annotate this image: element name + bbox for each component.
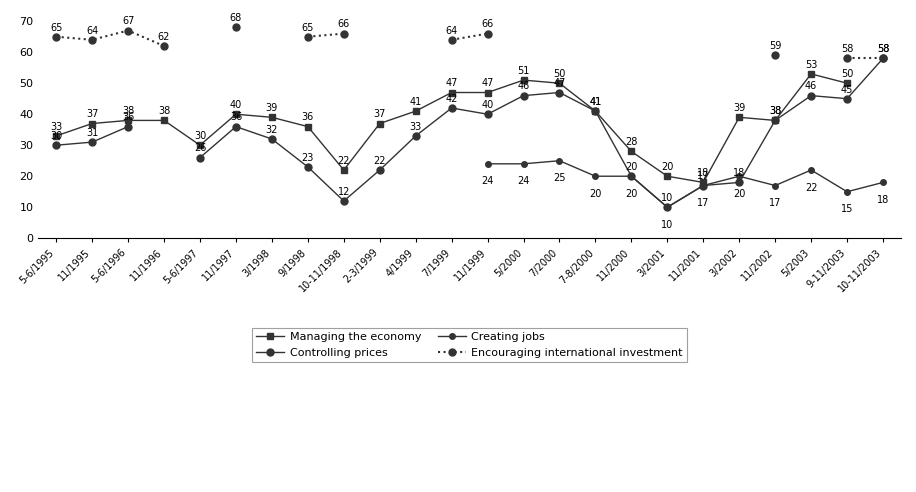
- Text: 36: 36: [230, 113, 242, 123]
- Text: 40: 40: [230, 100, 242, 110]
- Text: 38: 38: [158, 106, 170, 116]
- Text: 12: 12: [338, 187, 350, 197]
- Text: 10: 10: [661, 220, 673, 230]
- Text: 40: 40: [482, 100, 494, 110]
- Text: 67: 67: [122, 16, 135, 27]
- Text: 10: 10: [661, 193, 673, 203]
- Text: 33: 33: [409, 122, 421, 132]
- Text: 58: 58: [841, 44, 854, 54]
- Text: 68: 68: [230, 13, 242, 23]
- Text: 64: 64: [445, 26, 458, 35]
- Text: 47: 47: [445, 78, 458, 89]
- Text: 32: 32: [266, 125, 278, 135]
- Text: 20: 20: [626, 189, 638, 199]
- Text: 41: 41: [589, 97, 602, 107]
- Text: 23: 23: [301, 153, 314, 163]
- Text: 33: 33: [50, 122, 62, 132]
- Text: 37: 37: [86, 109, 98, 120]
- Text: 39: 39: [266, 103, 278, 113]
- Text: 65: 65: [301, 23, 314, 32]
- Text: 36: 36: [122, 113, 135, 123]
- Text: 41: 41: [589, 97, 602, 107]
- Text: 31: 31: [86, 128, 98, 138]
- Text: 65: 65: [50, 23, 62, 32]
- Text: 17: 17: [697, 171, 710, 182]
- Text: 38: 38: [122, 106, 135, 116]
- Text: 36: 36: [301, 113, 314, 123]
- Text: 18: 18: [733, 168, 746, 178]
- Text: 20: 20: [626, 162, 638, 172]
- Text: 17: 17: [697, 198, 710, 208]
- Text: 47: 47: [482, 78, 494, 89]
- Text: 37: 37: [374, 109, 386, 120]
- Text: 26: 26: [194, 144, 206, 154]
- Text: 46: 46: [518, 82, 529, 92]
- Text: 58: 58: [877, 44, 889, 54]
- Text: 17: 17: [769, 198, 781, 208]
- Text: 28: 28: [626, 137, 638, 147]
- Legend: Managing the economy, Controlling prices, Creating jobs, Encouraging internation: Managing the economy, Controlling prices…: [252, 328, 687, 362]
- Text: 30: 30: [50, 131, 62, 141]
- Text: 20: 20: [733, 189, 746, 199]
- Text: 47: 47: [553, 78, 566, 89]
- Text: 64: 64: [86, 26, 98, 35]
- Text: 53: 53: [805, 60, 817, 70]
- Text: 22: 22: [374, 156, 386, 166]
- Text: 42: 42: [445, 94, 458, 104]
- Text: 20: 20: [661, 162, 673, 172]
- Text: 51: 51: [518, 66, 529, 76]
- Text: 38: 38: [769, 106, 781, 116]
- Text: 18: 18: [697, 168, 709, 178]
- Text: 38: 38: [769, 106, 781, 116]
- Text: 39: 39: [733, 103, 746, 113]
- Text: 46: 46: [805, 82, 817, 92]
- Text: 59: 59: [769, 41, 781, 51]
- Text: 15: 15: [841, 204, 854, 214]
- Text: 66: 66: [482, 20, 494, 30]
- Text: 50: 50: [553, 69, 566, 79]
- Text: 24: 24: [482, 176, 494, 186]
- Text: 22: 22: [337, 156, 350, 166]
- Text: 24: 24: [518, 176, 529, 186]
- Text: 18: 18: [877, 195, 889, 205]
- Text: 25: 25: [553, 173, 566, 183]
- Text: 22: 22: [805, 183, 817, 192]
- Text: 66: 66: [338, 20, 350, 30]
- Text: 62: 62: [158, 32, 170, 42]
- Text: 20: 20: [589, 189, 602, 199]
- Text: 58: 58: [877, 44, 889, 54]
- Text: 45: 45: [841, 85, 854, 94]
- Text: 50: 50: [841, 69, 854, 79]
- Text: 30: 30: [194, 131, 206, 141]
- Text: 41: 41: [409, 97, 421, 107]
